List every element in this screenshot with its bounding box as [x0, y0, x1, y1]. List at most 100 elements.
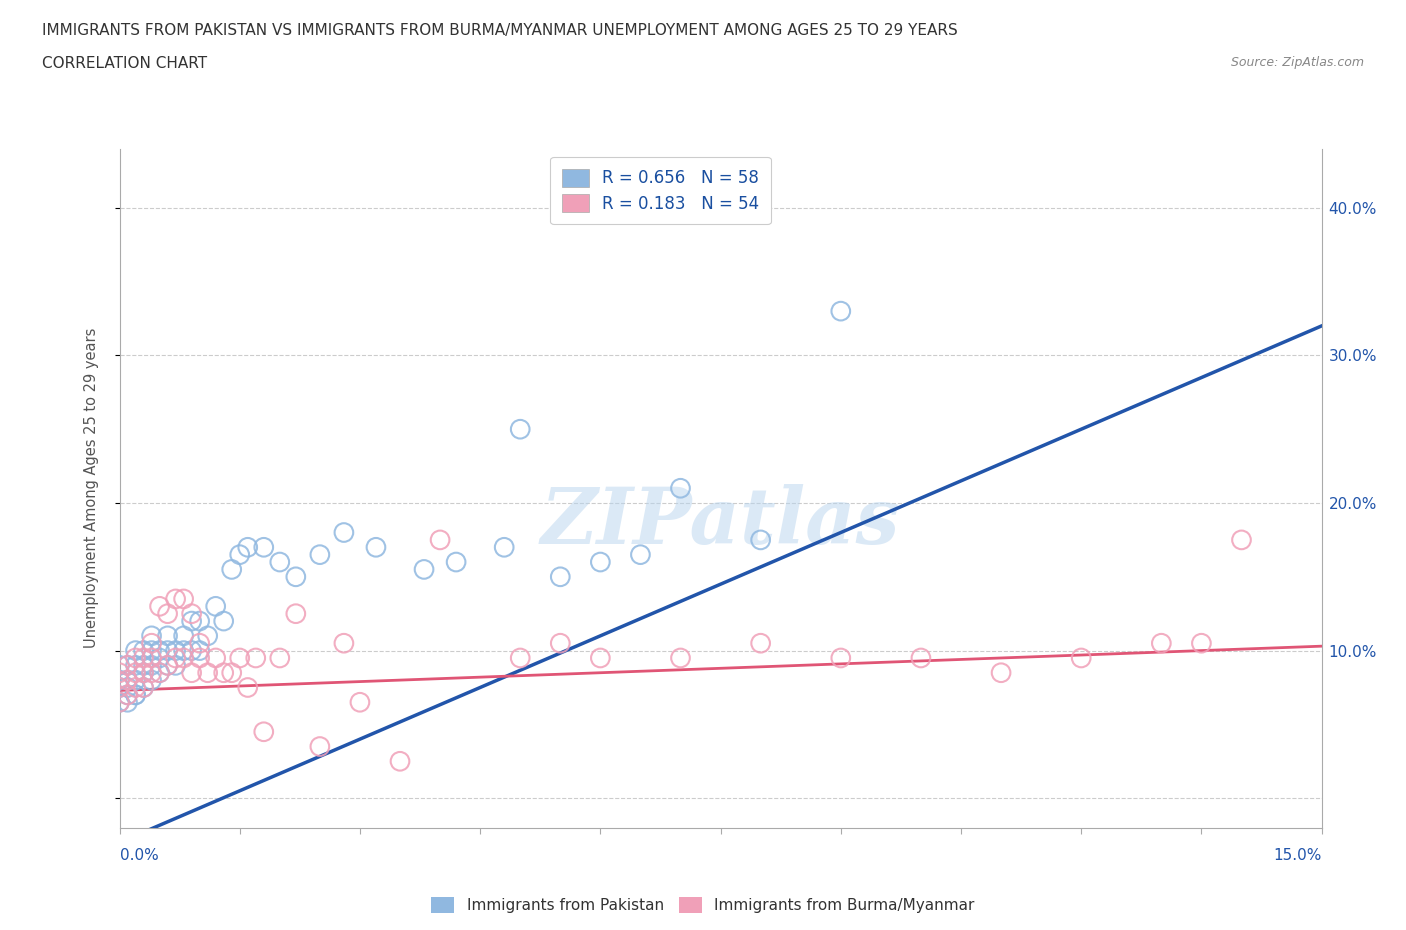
Point	[124, 687, 146, 702]
Text: ZIPatlas: ZIPatlas	[541, 484, 900, 561]
Point	[173, 644, 195, 658]
Point	[830, 304, 852, 319]
Y-axis label: Unemployment Among Ages 25 to 29 years: Unemployment Among Ages 25 to 29 years	[84, 328, 98, 648]
Text: 15.0%: 15.0%	[1274, 848, 1322, 863]
Point	[132, 665, 155, 680]
Point	[108, 658, 131, 672]
Point	[236, 680, 259, 695]
Point	[141, 636, 163, 651]
Point	[188, 651, 211, 666]
Point	[108, 680, 131, 695]
Point	[228, 651, 252, 666]
Point	[141, 629, 163, 644]
Point	[117, 672, 139, 687]
Text: Source: ZipAtlas.com: Source: ZipAtlas.com	[1230, 56, 1364, 69]
Point	[117, 695, 139, 710]
Point	[124, 687, 146, 702]
Text: CORRELATION CHART: CORRELATION CHART	[42, 56, 207, 71]
Point	[253, 724, 276, 739]
Point	[141, 651, 163, 666]
Point	[165, 651, 187, 666]
Point	[364, 539, 387, 554]
Point	[204, 651, 226, 666]
Point	[124, 651, 146, 666]
Point	[669, 481, 692, 496]
Point	[1150, 636, 1173, 651]
Point	[149, 665, 172, 680]
Point	[156, 644, 179, 658]
Point	[212, 614, 235, 629]
Point	[117, 672, 139, 687]
Point	[550, 569, 572, 584]
Point	[333, 636, 356, 651]
Point	[830, 651, 852, 666]
Point	[284, 606, 307, 621]
Point	[165, 591, 187, 606]
Point	[550, 636, 572, 651]
Point	[132, 644, 155, 658]
Point	[309, 547, 332, 562]
Point	[284, 569, 307, 584]
Point	[149, 651, 172, 666]
Point	[221, 665, 243, 680]
Point	[117, 658, 139, 672]
Point	[669, 651, 692, 666]
Point	[124, 644, 146, 658]
Point	[333, 525, 356, 540]
Point	[630, 547, 652, 562]
Point	[589, 651, 612, 666]
Point	[444, 554, 467, 569]
Text: IMMIGRANTS FROM PAKISTAN VS IMMIGRANTS FROM BURMA/MYANMAR UNEMPLOYMENT AMONG AGE: IMMIGRANTS FROM PAKISTAN VS IMMIGRANTS F…	[42, 23, 957, 38]
Point	[165, 644, 187, 658]
Point	[173, 651, 195, 666]
Point	[589, 554, 612, 569]
Point	[749, 636, 772, 651]
Point	[388, 754, 412, 769]
Point	[197, 629, 219, 644]
Point	[1070, 651, 1092, 666]
Point	[228, 547, 252, 562]
Point	[156, 629, 179, 644]
Point	[141, 644, 163, 658]
Point	[245, 651, 267, 666]
Point	[141, 658, 163, 672]
Point	[156, 658, 179, 672]
Point	[132, 658, 155, 672]
Point	[309, 739, 332, 754]
Point	[117, 658, 139, 672]
Point	[188, 614, 211, 629]
Point	[132, 680, 155, 695]
Point	[413, 562, 436, 577]
Point	[990, 665, 1012, 680]
Point	[204, 599, 226, 614]
Point	[124, 665, 146, 680]
Point	[108, 695, 131, 710]
Point	[117, 680, 139, 695]
Point	[188, 636, 211, 651]
Point	[165, 658, 187, 672]
Point	[108, 680, 131, 695]
Point	[180, 614, 202, 629]
Point	[141, 665, 163, 680]
Point	[132, 665, 155, 680]
Point	[132, 651, 155, 666]
Point	[269, 554, 291, 569]
Point	[173, 629, 195, 644]
Point	[221, 562, 243, 577]
Point	[180, 644, 202, 658]
Text: 0.0%: 0.0%	[120, 848, 159, 863]
Point	[212, 665, 235, 680]
Point	[108, 672, 131, 687]
Point	[156, 606, 179, 621]
Point	[1191, 636, 1213, 651]
Point	[1230, 533, 1253, 548]
Point	[910, 651, 932, 666]
Point	[117, 687, 139, 702]
Point	[141, 672, 163, 687]
Point	[149, 599, 172, 614]
Point	[108, 695, 131, 710]
Point	[494, 539, 516, 554]
Point	[117, 687, 139, 702]
Point	[156, 658, 179, 672]
Legend: Immigrants from Pakistan, Immigrants from Burma/Myanmar: Immigrants from Pakistan, Immigrants fro…	[427, 893, 979, 918]
